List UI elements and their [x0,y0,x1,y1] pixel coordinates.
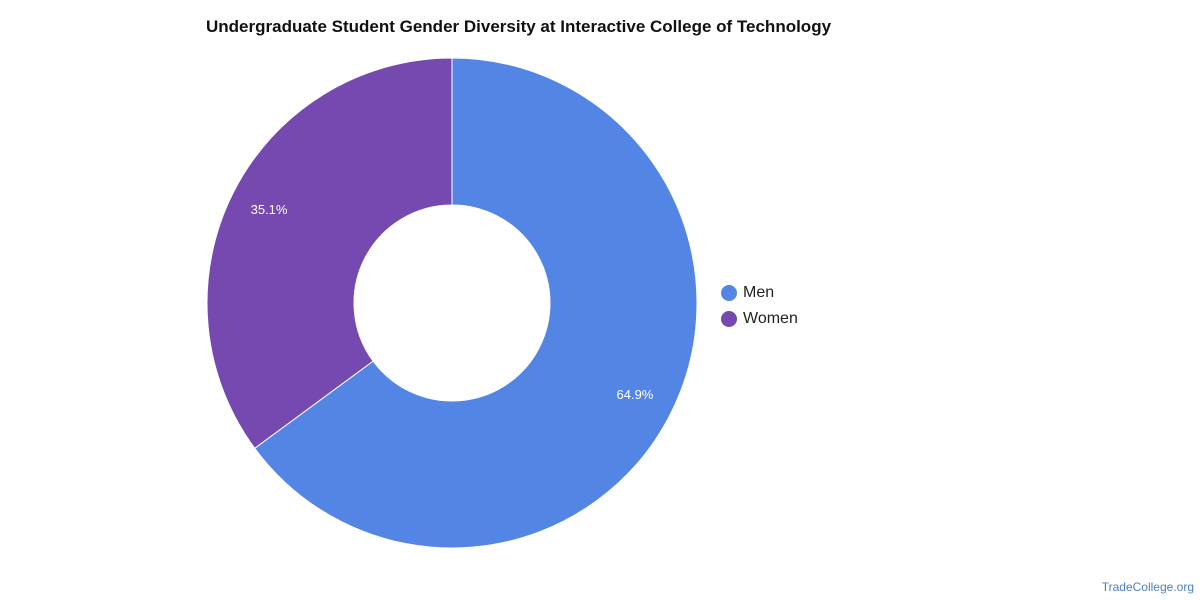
legend-item-women[interactable]: Women [721,306,798,332]
legend-swatch-men [721,285,737,301]
legend-label-women: Women [743,310,798,327]
legend-label-men: Men [743,284,775,301]
slice-women[interactable] [206,57,453,449]
chart-title: Undergraduate Student Gender Diversity a… [206,17,832,36]
legend: Men Women [721,280,798,332]
slice-men[interactable] [254,57,698,549]
legend-swatch-women [721,311,737,327]
watermark[interactable]: TradeCollege.org [1101,580,1194,594]
slice-label-women: 35.1% [251,202,288,217]
legend-item-men[interactable]: Men [721,280,798,306]
slice-label-men: 64.9% [617,387,654,402]
